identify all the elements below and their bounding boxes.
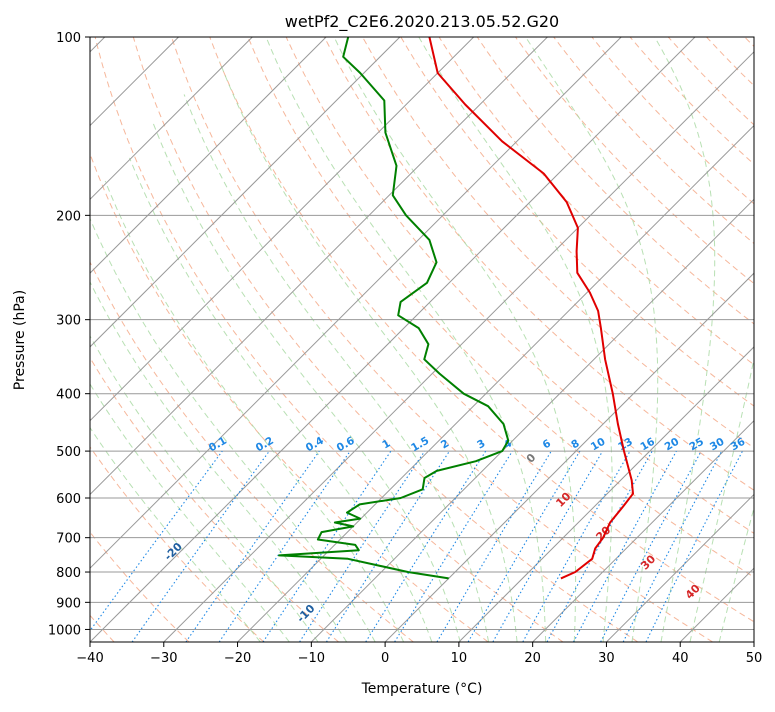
x-axis-title: Temperature (°C) xyxy=(361,681,483,697)
chart-title: wetPf2_C2E6.2020.213.05.52.G20 xyxy=(285,12,559,32)
y-tick-label: 1000 xyxy=(48,623,81,638)
x-tick-label: 30 xyxy=(598,651,615,666)
x-tick-label: −40 xyxy=(76,651,103,666)
x-tick-label: −20 xyxy=(224,651,251,666)
x-tick-label: 50 xyxy=(746,651,763,666)
y-axis-title: Pressure (hPa) xyxy=(12,290,28,390)
isotherm-gridline xyxy=(754,37,775,642)
x-tick-label: −30 xyxy=(150,651,177,666)
x-tick-label: −10 xyxy=(298,651,325,666)
y-tick-label: 100 xyxy=(56,31,81,46)
x-tick-label: 0 xyxy=(381,651,389,666)
y-tick-label: 400 xyxy=(56,388,81,403)
y-tick-label: 500 xyxy=(56,445,81,460)
y-tick-label: 800 xyxy=(56,566,81,581)
y-tick-label: 600 xyxy=(56,492,81,507)
y-tick-label: 700 xyxy=(56,532,81,547)
x-tick-label: 40 xyxy=(672,651,689,666)
y-tick-label: 900 xyxy=(56,596,81,611)
x-tick-label: 20 xyxy=(524,651,541,666)
y-tick-label: 200 xyxy=(56,209,81,224)
y-tick-label: 300 xyxy=(56,314,81,329)
x-tick-label: 10 xyxy=(451,651,468,666)
